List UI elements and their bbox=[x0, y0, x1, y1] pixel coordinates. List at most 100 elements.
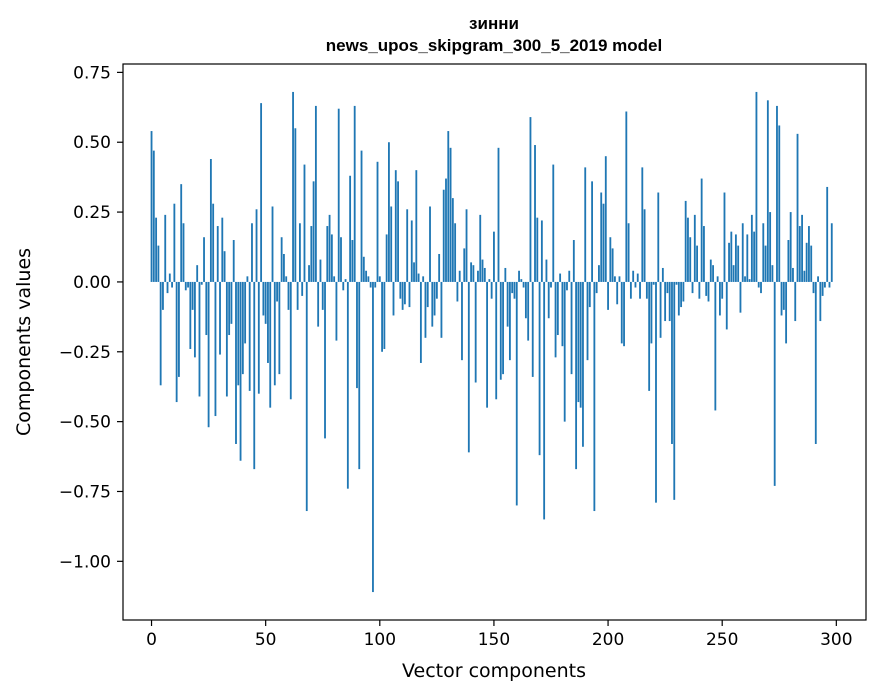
bar bbox=[157, 245, 160, 282]
bar bbox=[305, 281, 308, 512]
bar bbox=[511, 281, 514, 294]
bar bbox=[162, 281, 164, 310]
bar bbox=[750, 214, 753, 282]
bar bbox=[360, 150, 363, 282]
x-tick-label: 50 bbox=[255, 630, 277, 650]
bar bbox=[488, 279, 491, 282]
bar bbox=[502, 281, 504, 375]
bar bbox=[392, 281, 395, 316]
bar bbox=[529, 117, 532, 282]
bar bbox=[664, 281, 667, 322]
bar bbox=[588, 281, 591, 308]
bar bbox=[253, 281, 256, 470]
bar bbox=[598, 265, 600, 282]
bar bbox=[376, 161, 379, 282]
bar bbox=[314, 105, 317, 282]
bar bbox=[518, 270, 520, 282]
bar bbox=[826, 186, 829, 282]
bar bbox=[173, 203, 176, 282]
bar bbox=[764, 245, 767, 282]
bar bbox=[577, 281, 580, 403]
bar bbox=[388, 142, 390, 282]
bar bbox=[326, 226, 329, 282]
bar bbox=[668, 281, 671, 322]
bar bbox=[618, 276, 621, 282]
bar bbox=[280, 237, 283, 282]
bar bbox=[705, 281, 708, 296]
bar bbox=[159, 281, 162, 386]
bar bbox=[431, 281, 434, 327]
bar bbox=[714, 281, 717, 411]
bar bbox=[524, 281, 527, 319]
bar bbox=[682, 281, 685, 302]
bar bbox=[593, 281, 596, 512]
bar bbox=[458, 270, 461, 282]
bar bbox=[442, 189, 445, 282]
bar bbox=[171, 281, 173, 288]
bar bbox=[709, 259, 712, 282]
bar bbox=[504, 267, 507, 282]
bar bbox=[798, 226, 801, 282]
bar bbox=[550, 281, 552, 288]
bar bbox=[479, 214, 482, 282]
bar bbox=[744, 276, 746, 282]
bar bbox=[632, 270, 635, 282]
bar bbox=[508, 281, 511, 361]
bar bbox=[367, 276, 370, 282]
bar bbox=[200, 281, 203, 285]
plot-frame bbox=[122, 63, 867, 621]
bar bbox=[276, 281, 278, 302]
bar bbox=[671, 281, 673, 444]
bar bbox=[189, 281, 192, 349]
bar bbox=[707, 281, 710, 302]
bar bbox=[413, 262, 415, 282]
bar bbox=[219, 281, 221, 355]
bar bbox=[493, 231, 495, 282]
bar bbox=[741, 223, 744, 282]
bar bbox=[650, 281, 653, 344]
y-tick-label: 0.50 bbox=[73, 133, 111, 153]
bar bbox=[474, 281, 477, 383]
bar bbox=[312, 181, 315, 282]
bar bbox=[801, 214, 803, 282]
x-tick-label: 200 bbox=[592, 630, 624, 650]
bar bbox=[570, 281, 573, 375]
bar bbox=[248, 281, 251, 391]
bar bbox=[734, 234, 737, 282]
bar bbox=[755, 91, 758, 282]
bar bbox=[246, 276, 249, 282]
bar bbox=[257, 281, 260, 394]
bar bbox=[244, 281, 247, 344]
bar bbox=[214, 281, 217, 417]
bar bbox=[417, 273, 420, 282]
bar bbox=[426, 281, 429, 308]
bar bbox=[522, 281, 525, 288]
bar bbox=[408, 281, 411, 308]
bar bbox=[196, 265, 199, 282]
bar bbox=[273, 281, 276, 386]
bar bbox=[440, 281, 443, 338]
bar bbox=[812, 281, 815, 294]
bar bbox=[372, 281, 374, 593]
bar bbox=[684, 200, 687, 282]
bar bbox=[390, 206, 393, 282]
bar bbox=[346, 281, 349, 489]
x-tick-label: 0 bbox=[146, 630, 157, 650]
bar bbox=[497, 147, 500, 282]
y-tick-label: −0.50 bbox=[59, 413, 111, 433]
bar bbox=[353, 105, 356, 282]
bar bbox=[595, 281, 598, 294]
bar bbox=[566, 281, 568, 291]
bar bbox=[155, 217, 158, 282]
bar bbox=[536, 217, 539, 282]
bar bbox=[232, 240, 235, 282]
bar bbox=[591, 181, 593, 282]
bar bbox=[616, 281, 619, 305]
y-tick-label: 0.75 bbox=[73, 63, 111, 83]
bar bbox=[463, 248, 466, 282]
bar bbox=[358, 281, 361, 470]
bar bbox=[184, 281, 187, 291]
bar bbox=[435, 281, 438, 299]
bar bbox=[830, 223, 833, 282]
bar bbox=[769, 212, 772, 282]
